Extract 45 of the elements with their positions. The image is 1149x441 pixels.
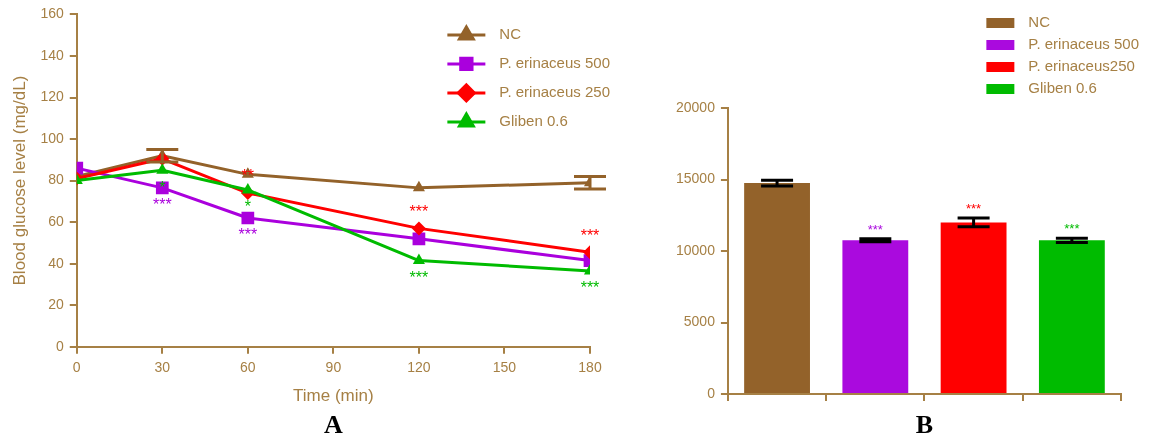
data-label: *** bbox=[409, 202, 429, 220]
y-tick-label: 60 bbox=[48, 213, 64, 230]
data-label: * bbox=[244, 198, 251, 216]
y-tick-label: 15000 bbox=[675, 170, 716, 187]
y-tick-label: 40 bbox=[48, 254, 64, 271]
y-tick-label: 20 bbox=[48, 296, 64, 313]
x-tick-label: 120 bbox=[407, 359, 431, 376]
y-tick-label: 5000 bbox=[683, 313, 716, 330]
y-tick-label: 10000 bbox=[675, 241, 716, 258]
x-tick-label: 90 bbox=[325, 359, 342, 376]
legend-label: P. erinaceus 500 bbox=[499, 54, 610, 72]
legend-label: NC bbox=[499, 25, 522, 43]
y-tick-label: 120 bbox=[40, 88, 64, 105]
data-label: ** bbox=[241, 167, 255, 185]
x-tick-label: 30 bbox=[154, 359, 171, 376]
x-tick-label: 60 bbox=[240, 359, 256, 376]
x-axis-title: Time (min) bbox=[293, 386, 374, 406]
text: B bbox=[915, 409, 934, 439]
legend-label: Gliben 0.6 bbox=[1028, 79, 1097, 97]
y-tick-label: 160 bbox=[40, 5, 64, 22]
legend-label: P. erinaceus 500 bbox=[1028, 35, 1139, 53]
data-label: *** bbox=[580, 279, 600, 297]
y-tick-label: 0 bbox=[55, 337, 64, 354]
y-tick-label: 100 bbox=[40, 129, 64, 146]
data-label: * bbox=[159, 178, 166, 196]
data-label: *** bbox=[966, 201, 982, 217]
y-axis-title: Blood glucose level (mg/dL) bbox=[9, 75, 29, 286]
data-label: *** bbox=[409, 268, 429, 286]
data-label: *** bbox=[580, 226, 600, 244]
y-tick-label: 0 bbox=[707, 384, 716, 401]
legend-label: NC bbox=[1028, 13, 1051, 31]
data-label: *** bbox=[867, 221, 883, 237]
y-tick-label: 20000 bbox=[675, 98, 716, 115]
text: A bbox=[323, 409, 343, 439]
x-tick-label: 150 bbox=[492, 359, 517, 376]
legend-label: Gliben 0.6 bbox=[499, 112, 568, 130]
data-label: *** bbox=[238, 226, 258, 244]
y-tick-label: 80 bbox=[48, 171, 64, 188]
y-tick-label: 140 bbox=[40, 46, 64, 63]
x-tick-label: 0 bbox=[72, 359, 81, 376]
legend-label: P. erinaceus250 bbox=[1028, 57, 1135, 75]
data-label: *** bbox=[152, 196, 172, 214]
x-tick-label: 180 bbox=[578, 359, 602, 376]
legend-label: P. erinaceus 250 bbox=[499, 83, 610, 101]
data-label: *** bbox=[1064, 221, 1080, 237]
